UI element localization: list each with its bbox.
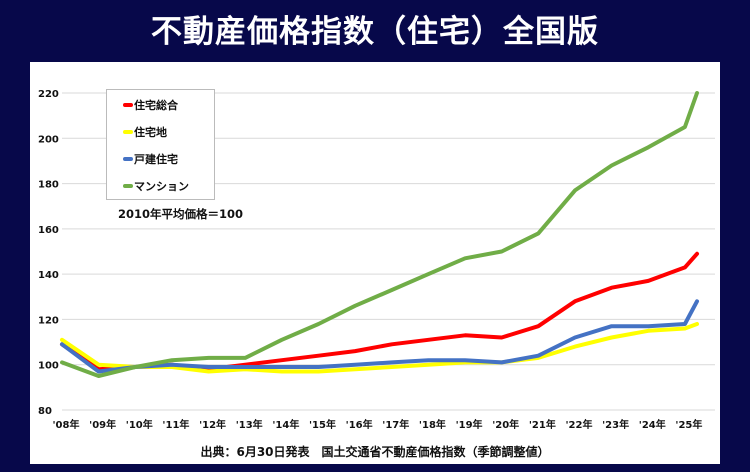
x-tick-label: '16年 [346,418,373,431]
x-tick-label: '10年 [126,418,153,431]
x-tick-label: '17年 [382,418,409,431]
series-line-2 [60,299,699,374]
series-line-3 [60,91,699,378]
x-tick-label: '22年 [565,418,592,431]
x-tick-label: '18年 [419,418,446,431]
base-note: 2010年平均価格＝100 [118,207,244,221]
y-tick-label: 180 [38,180,59,191]
series-line-0 [60,251,699,372]
source-note: 出典：6月30日発表 国土交通省不動産価格指数（季節調整値） [200,445,550,459]
x-tick-label: '09年 [89,418,116,431]
y-tick-label: 80 [38,406,52,417]
x-tick-label: '13年 [236,418,263,431]
y-tick-label: 120 [38,315,59,326]
series-line-1 [60,322,699,374]
x-tick-label: '23年 [602,418,629,431]
y-tick-label: 200 [38,134,59,145]
x-tick-label: '21年 [529,418,556,431]
legend: 住宅総合 住宅地 戸建住宅 マンション [106,89,215,200]
x-tick-label: '25年 [675,418,702,431]
legend-label: 住宅総合 [134,99,178,112]
legend-item-land: 住宅地 [123,124,167,140]
x-tick-label: '19年 [456,418,483,431]
y-tick-label: 160 [38,225,59,236]
x-tick-label: '24年 [639,418,666,431]
x-tick-label: '14年 [272,418,299,431]
chart-title: 不動産価格指数（住宅）全国版 [151,14,599,50]
legend-item-total: 住宅総合 [123,97,178,113]
legend-label: 戸建住宅 [134,153,178,166]
y-tick-label: 140 [38,270,59,281]
x-tick-label: '11年 [162,418,189,431]
legend-label: 住宅地 [134,126,167,139]
legend-label: マンション [134,180,189,193]
legend-swatch [123,130,133,134]
x-tick-label: '12年 [199,418,226,431]
x-tick-label: '20年 [492,418,519,431]
legend-item-detached: 戸建住宅 [123,151,178,167]
y-tick-label: 100 [38,361,59,372]
x-tick-label: '08年 [53,418,80,431]
legend-item-condo: マンション [123,178,189,194]
legend-swatch [123,103,133,107]
y-tick-label: 220 [38,89,59,100]
legend-swatch [123,157,133,161]
x-tick-label: '15年 [309,418,336,431]
legend-swatch [123,184,133,188]
